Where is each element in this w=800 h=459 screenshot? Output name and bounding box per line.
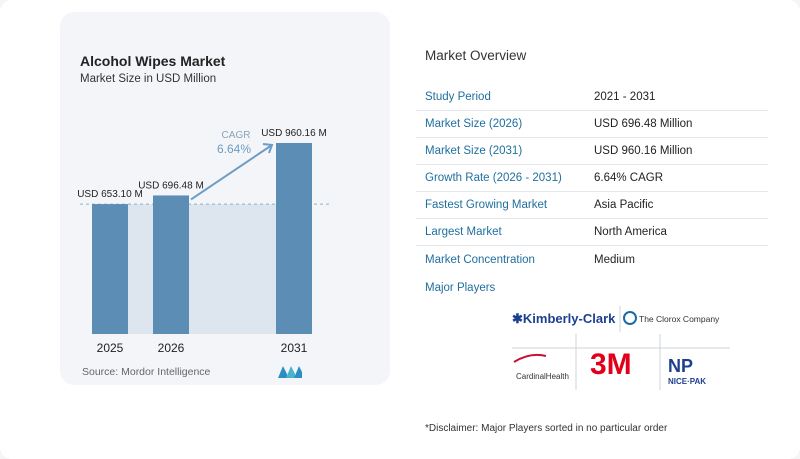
x-tick-label: 2025 (97, 341, 124, 355)
logo-nicepak-text: NICE·PAK (668, 377, 706, 386)
overview-row-label: Growth Rate (2026 - 2031) (425, 172, 562, 184)
clorox-diamond-icon (623, 311, 637, 325)
logo-nicepak-np: NP (668, 356, 693, 376)
overview-row-label: Fastest Growing Market (425, 199, 548, 211)
clorox-logo: The Clorox Company (623, 311, 720, 325)
cardinal-swoosh-icon (513, 353, 547, 363)
bar-value-label: USD 696.48 M (138, 180, 204, 191)
players-logos: ✱Kimberly-Clark The Clorox Company Cardi… (512, 306, 730, 390)
overview-row-value: North America (594, 226, 667, 238)
overview-row: Market Size (2026) USD 696.48 Million (416, 111, 768, 138)
overview-row-value: Medium (594, 253, 635, 266)
overview-row: Market Concentration Medium (416, 246, 768, 273)
overview-row-value: USD 960.16 Million (594, 145, 693, 157)
cagr-label: CAGR (222, 130, 251, 141)
bar (276, 143, 312, 334)
overview-row-value: 6.64% CAGR (594, 172, 664, 184)
bar-value-label: USD 960.16 M (261, 128, 327, 139)
overview-row-label: Largest Market (425, 226, 502, 238)
overview-row: Market Size (2031) USD 960.16 Million (416, 138, 768, 165)
overview-row-label: Market Size (2031) (425, 145, 523, 157)
overview-row-value: 2021 - 2031 (594, 91, 656, 103)
logo-kimberly-clark: ✱Kimberly-Clark (512, 311, 616, 326)
3m-logo: 3M (590, 348, 632, 381)
disclaimer: *Disclaimer: Major Players sorted in no … (425, 423, 668, 434)
chart-card: Alcohol Wipes Market Market Size in USD … (60, 12, 390, 385)
nice-pak-logo: NP NICE·PAK (668, 356, 706, 386)
overview-table: Study Period 2021 - 2031 Market Size (2026… (416, 84, 768, 273)
overview-row: Study Period 2021 - 2031 (416, 84, 768, 111)
bar (92, 204, 128, 334)
reference-band (92, 204, 312, 334)
chart-title: Alcohol Wipes Market (80, 53, 226, 69)
overview-row-label: Study Period (425, 91, 491, 103)
cagr-value: 6.64% (217, 142, 251, 156)
cagr-arrow-head (262, 143, 274, 154)
bar-value-label: USD 653.10 M (77, 189, 143, 200)
overview-title: Market Overview (425, 48, 527, 63)
bar (153, 195, 189, 334)
x-tick-label: 2031 (281, 341, 308, 355)
overview-row: Growth Rate (2026 - 2031) 6.64% CAGR (416, 165, 768, 192)
mordor-logo-icon (278, 366, 302, 378)
cagr-arrow (190, 144, 273, 201)
cardinal-health-logo: CardinalHealth (513, 353, 569, 381)
logo-cardinal: CardinalHealth (516, 372, 569, 381)
overview-row-label: Market Size (2026) (425, 118, 523, 130)
kimberly-clark-logo: ✱Kimberly-Clark (512, 311, 616, 326)
chart-source: Source: Mordor Intelligence (82, 366, 211, 378)
overview-row: Fastest Growing Market Asia Pacific (416, 192, 768, 219)
logo-clorox: The Clorox Company (639, 314, 720, 324)
overview-row-value: USD 696.48 Million (594, 118, 693, 130)
overview-row: Largest Market North America (416, 219, 768, 246)
x-tick-label: 2026 (158, 341, 185, 355)
logo-3m: 3M (590, 348, 632, 381)
players-title: Major Players (425, 282, 496, 294)
bar-chart: USD 653.10 M 2025 USD 696.48 M 2026 USD 960.… (77, 128, 330, 355)
overview-row-label: Market Concentration (425, 253, 535, 266)
chart-subtitle: Market Size in USD Million (80, 73, 217, 85)
overview-row-value: Asia Pacific (594, 199, 654, 211)
